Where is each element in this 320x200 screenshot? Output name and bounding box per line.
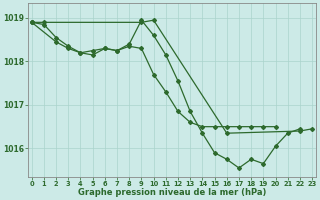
X-axis label: Graphe pression niveau de la mer (hPa): Graphe pression niveau de la mer (hPa) (78, 188, 266, 197)
